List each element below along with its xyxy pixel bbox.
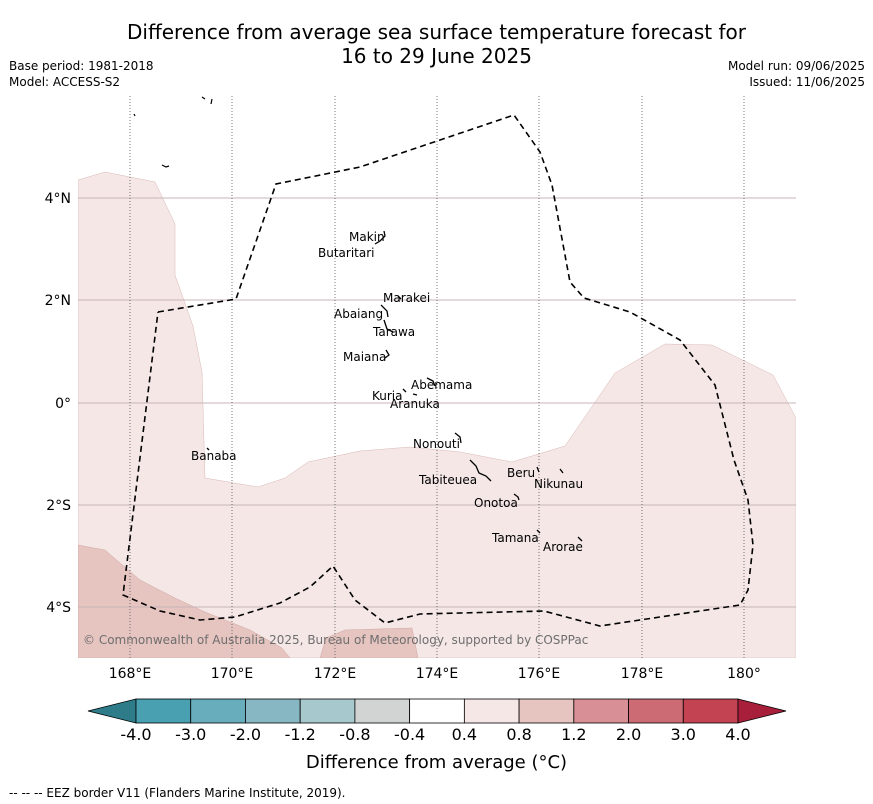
colorbar-title: Difference from average (°C) [305, 752, 568, 773]
colorbar-tick-label: 1.2 [561, 725, 586, 744]
lon-tick-172e: 172°E [314, 666, 357, 682]
latitude-tick-labels: 4°N 2°N 0° 2°S 4°S [45, 191, 72, 616]
model-name: Model: ACCESS-S2 [9, 75, 121, 89]
label-aranuka: Aranuka [390, 397, 440, 411]
colorbar-tick-label: 2.0 [616, 725, 641, 744]
longitude-gridlines [129, 96, 745, 658]
lon-tick-168e: 168°E [109, 666, 152, 682]
label-abemama: Abemama [411, 378, 472, 392]
anomaly-region-medium-sc [319, 627, 419, 658]
colorbar-band [682, 698, 739, 724]
eez-legend-note: -- -- -- EEZ border V11 (Flanders Marine… [9, 786, 346, 800]
colorbar-tick-label: -2.0 [230, 725, 261, 744]
lon-tick-178e: 178°E [621, 666, 664, 682]
base-period: Base period: 1981-2018 [9, 59, 154, 73]
label-onotoa: Onotoa [474, 496, 518, 510]
colorbar-tick-label: -0.8 [339, 725, 370, 744]
lon-tick-174e: 174°E [416, 666, 459, 682]
anomaly-region-medium-sw [78, 544, 291, 658]
lat-tick-4n: 4°N [45, 191, 71, 207]
colorbar-band [463, 698, 520, 724]
colorbar-band [190, 698, 246, 724]
title-line-1: Difference from average sea surface temp… [126, 20, 746, 44]
colorbar-band [135, 698, 192, 724]
label-banaba: Banaba [191, 449, 237, 463]
lat-tick-2s: 2°S [46, 498, 71, 514]
label-kuria: Kuria [372, 389, 403, 403]
meta-right: Model run: 09/06/2025 Issued: 11/06/2025 [728, 58, 865, 90]
label-nikunau: Nikunau [534, 477, 583, 491]
issued-date: Issued: 11/06/2025 [749, 75, 865, 89]
lon-tick-176e: 176°E [518, 666, 561, 682]
meta-left: Base period: 1981-2018 Model: ACCESS-S2 [9, 58, 154, 90]
label-makin: Makin [349, 230, 385, 244]
colorbar-band [299, 698, 356, 724]
island-labels: Makin Butaritari Marakei Abaiang Tarawa … [191, 230, 583, 554]
colorbar-band [245, 698, 301, 724]
label-arorae: Arorae [543, 540, 583, 554]
label-nonouti: Nonouti [413, 437, 460, 451]
northern-islets [133, 96, 213, 168]
chart-title: Difference from average sea surface temp… [0, 20, 873, 68]
model-run: Model run: 09/06/2025 [727, 59, 865, 73]
colorbar-tick-label: -0.4 [394, 725, 425, 744]
label-butaritari: Butaritari [318, 246, 375, 260]
colorbar-band [573, 698, 629, 724]
colorbar-tick-label: 0.8 [506, 725, 531, 744]
lon-tick-170e: 170°E [211, 666, 254, 682]
colorbar-extend-low [87, 698, 137, 724]
anomaly-region-light [78, 171, 796, 658]
colorbar-tick-label: 4.0 [725, 725, 750, 744]
lat-tick-4s: 4°S [46, 600, 71, 616]
colorbar-band [628, 698, 684, 724]
copyright-notice: © Commonwealth of Australia 2025, Bureau… [83, 633, 588, 647]
colorbar-tick-label: -1.2 [285, 725, 316, 744]
colorbar-band [354, 698, 411, 724]
label-beru: Beru [507, 466, 535, 480]
title-line-2: 16 to 29 June 2025 [341, 44, 532, 68]
eez-border-gilbert [122, 114, 754, 627]
colorbar-band [409, 698, 465, 724]
colorbar-tick-label: -4.0 [120, 725, 151, 744]
label-tarawa: Tarawa [372, 325, 415, 339]
lat-tick-0: 0° [55, 396, 71, 412]
island-outlines [206, 230, 583, 542]
label-abaiang: Abaiang [334, 307, 383, 321]
lat-tick-2n: 2°N [45, 293, 71, 309]
colorbar-tick-label: -3.0 [175, 725, 206, 744]
colorbar-tick-label: 3.0 [671, 725, 696, 744]
colorbar: -4.0 -3.0 -2.0 -1.2 -0.8 -0.4 0.4 0.8 1.2 2.0 3.0 4… [87, 698, 787, 744]
label-marakei: Marakei [383, 291, 430, 305]
colorbar-band [518, 698, 575, 724]
label-maiana: Maiana [343, 350, 386, 364]
label-tabiteuea: Tabiteuea [418, 473, 477, 487]
colorbar-tick-label: 0.4 [452, 725, 477, 744]
map-plot-area: Makin Butaritari Marakei Abaiang Tarawa … [78, 96, 796, 658]
colorbar-extend-high [737, 698, 787, 724]
label-tamana: Tamana [491, 531, 539, 545]
lon-tick-180: 180° [727, 666, 761, 682]
longitude-tick-labels: 168°E 170°E 172°E 174°E 176°E 178°E 180° [109, 666, 761, 682]
